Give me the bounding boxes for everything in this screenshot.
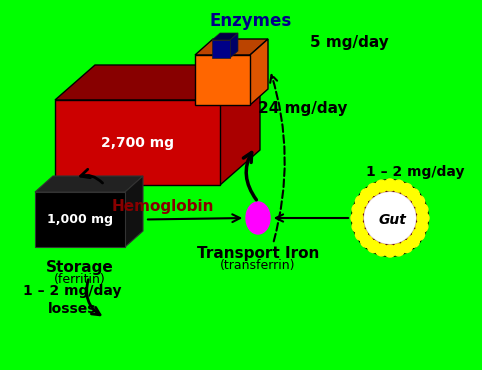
Circle shape <box>384 179 396 191</box>
Polygon shape <box>212 33 238 40</box>
Circle shape <box>392 180 404 192</box>
Circle shape <box>355 229 367 240</box>
Circle shape <box>352 180 428 256</box>
Circle shape <box>367 240 379 253</box>
Circle shape <box>352 204 364 215</box>
Circle shape <box>407 189 419 201</box>
Polygon shape <box>250 39 268 105</box>
Text: 1 – 2 mg/day: 1 – 2 mg/day <box>366 165 464 179</box>
Circle shape <box>392 244 404 256</box>
Polygon shape <box>220 65 260 185</box>
Text: (ferritin): (ferritin) <box>54 273 106 286</box>
Text: 1,000 mg: 1,000 mg <box>47 213 113 226</box>
Text: 5 mg/day: 5 mg/day <box>310 34 389 50</box>
Polygon shape <box>125 176 143 247</box>
Text: 2,700 mg: 2,700 mg <box>101 135 174 149</box>
Circle shape <box>375 244 388 256</box>
Text: Hemoglobin: Hemoglobin <box>111 199 214 214</box>
Circle shape <box>352 221 364 232</box>
Polygon shape <box>35 176 143 192</box>
Circle shape <box>413 195 425 208</box>
Circle shape <box>384 245 396 257</box>
Circle shape <box>361 235 373 247</box>
Polygon shape <box>195 39 268 55</box>
Circle shape <box>361 189 373 201</box>
Polygon shape <box>55 100 220 185</box>
Circle shape <box>417 212 429 224</box>
Circle shape <box>355 195 367 208</box>
Text: Transport Iron: Transport Iron <box>197 246 319 261</box>
Circle shape <box>407 235 419 247</box>
Circle shape <box>351 212 363 224</box>
Circle shape <box>364 192 416 244</box>
Circle shape <box>413 229 425 240</box>
Text: 24 mg/day: 24 mg/day <box>258 101 348 115</box>
Circle shape <box>416 204 428 215</box>
Circle shape <box>416 221 428 232</box>
Circle shape <box>401 240 413 253</box>
Ellipse shape <box>246 202 270 234</box>
Polygon shape <box>195 55 250 105</box>
Polygon shape <box>212 40 230 58</box>
Polygon shape <box>35 192 125 247</box>
Polygon shape <box>230 33 238 58</box>
Text: 1 – 2 mg/day
losses: 1 – 2 mg/day losses <box>23 284 121 316</box>
Text: (transferrin): (transferrin) <box>220 259 296 272</box>
Circle shape <box>367 184 379 195</box>
Text: Storage: Storage <box>46 260 114 275</box>
Text: Myoglobin: Myoglobin <box>101 73 190 87</box>
Circle shape <box>375 180 388 192</box>
Circle shape <box>401 184 413 195</box>
Text: Enzymes: Enzymes <box>210 12 292 30</box>
Text: Gut: Gut <box>378 213 406 227</box>
Polygon shape <box>55 65 260 100</box>
